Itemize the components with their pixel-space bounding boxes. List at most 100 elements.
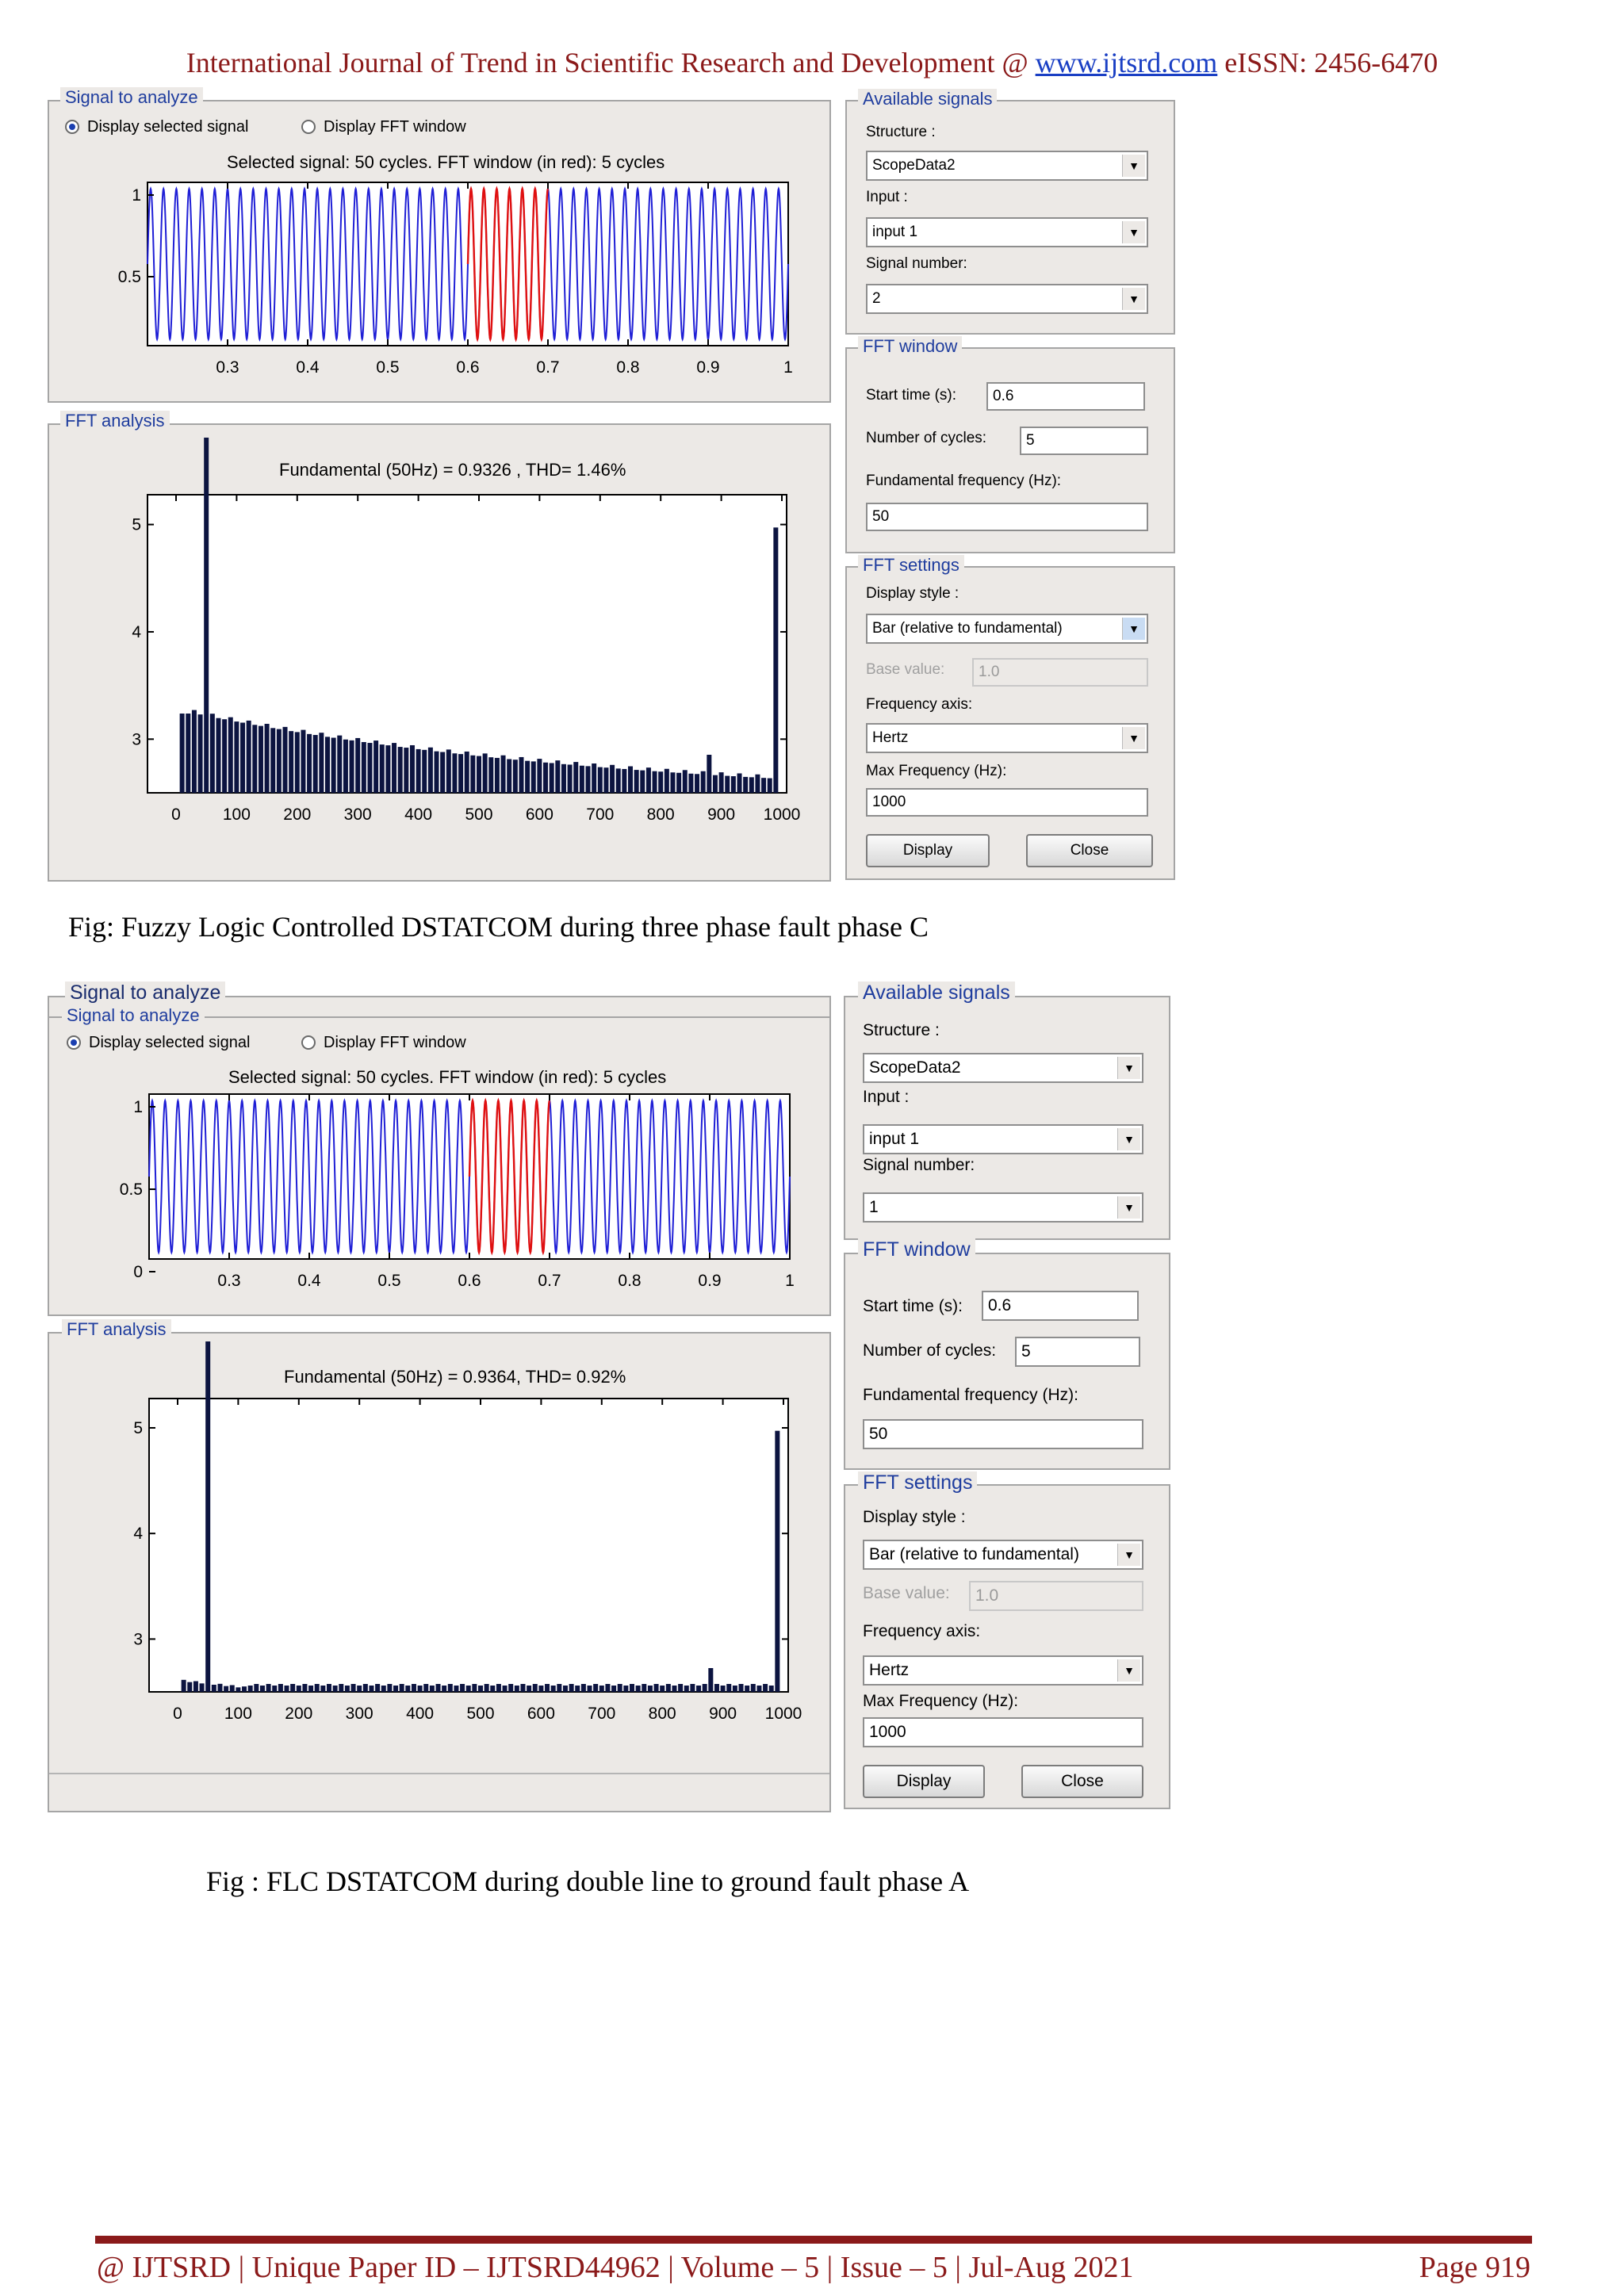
signal-number-value: 1 [869, 1198, 879, 1216]
start-time-input[interactable]: 0.6 [986, 382, 1145, 411]
harmonic-bar [664, 768, 669, 793]
structure-dropdown[interactable]: ScopeData2 ▼ [866, 151, 1148, 181]
harmonic-bar [367, 743, 373, 793]
harmonic-bar [761, 778, 767, 793]
x-tick-label: 0.5 [376, 358, 399, 377]
harmonic-bar [678, 1684, 684, 1692]
harmonic-bar [567, 764, 573, 793]
chevron-down-icon[interactable]: ▼ [1122, 618, 1145, 640]
frequency-axis-label: Frequency axis: [863, 1622, 981, 1640]
harmonic-bar [399, 1684, 404, 1692]
signal-number-dropdown[interactable]: 2 ▼ [866, 284, 1148, 314]
harmonic-bar [603, 767, 609, 793]
x-tick-label: 0.6 [458, 1272, 481, 1290]
fft-plot-title: Fundamental (50Hz) = 0.9326 , THD= 1.46% [279, 460, 626, 480]
harmonic-bar [738, 1684, 744, 1692]
x-tick-label: 200 [283, 806, 311, 824]
display-selected-signal-radio[interactable] [67, 1035, 81, 1050]
harmonic-bar [234, 721, 239, 793]
chevron-down-icon[interactable]: ▼ [1117, 1128, 1140, 1150]
chevron-down-icon[interactable]: ▼ [1122, 727, 1145, 749]
cycles-input[interactable]: 5 [1015, 1337, 1140, 1367]
harmonic-bar [615, 768, 621, 793]
chevron-down-icon[interactable]: ▼ [1122, 288, 1145, 310]
chevron-down-icon[interactable]: ▼ [1117, 1544, 1140, 1566]
x-tick-label: 400 [406, 1705, 434, 1723]
harmonic-bar [246, 720, 251, 793]
harmonic-bar [349, 740, 354, 793]
harmonic-bar [427, 747, 433, 793]
harmonic-bar [543, 762, 549, 793]
y-tick-label: 0 [133, 1263, 143, 1281]
close-button[interactable]: Close [1021, 1765, 1143, 1798]
frequency-axis-dropdown[interactable]: Hertz ▼ [863, 1655, 1143, 1686]
signal-number-dropdown[interactable]: 1 ▼ [863, 1192, 1143, 1223]
display-button[interactable]: Display [863, 1765, 985, 1798]
harmonic-bar [488, 757, 494, 793]
harmonic-bar [319, 733, 324, 793]
harmonic-bar [417, 1686, 423, 1692]
harmonic-bar [682, 770, 688, 793]
display-selected-signal-label: Display selected signal [87, 118, 249, 136]
max-frequency-input[interactable]: 1000 [866, 788, 1148, 817]
structure-dropdown[interactable]: ScopeData2 ▼ [863, 1053, 1143, 1083]
fft-window-title: FFT window [858, 1238, 975, 1261]
harmonic-bar [272, 1686, 278, 1692]
harmonic-bar [472, 1684, 477, 1692]
chevron-down-icon[interactable]: ▼ [1122, 221, 1145, 243]
fund-freq-input[interactable]: 50 [863, 1419, 1143, 1449]
frequency-axis-label: Frequency axis: [866, 696, 973, 713]
input-dropdown[interactable]: input 1 ▼ [863, 1124, 1143, 1154]
harmonic-bar [484, 1684, 489, 1692]
display-style-label: Display style : [866, 585, 959, 602]
harmonic-bar [465, 1686, 471, 1692]
display-style-label: Display style : [863, 1508, 966, 1526]
fft-chart-2: 0 100 200 300 400 500 600 700 800 900 1000 5 4 3 [133, 1341, 802, 1723]
harmonic-bar [264, 723, 270, 793]
harmonic-bar [647, 1686, 653, 1692]
frequency-axis-dropdown[interactable]: Hertz ▼ [866, 723, 1148, 753]
harmonic-bar [355, 737, 361, 793]
input-dropdown[interactable]: input 1 ▼ [866, 217, 1148, 247]
harmonic-bar [312, 735, 318, 793]
harmonic-bar [361, 741, 366, 793]
harmonic-bar [387, 1684, 393, 1692]
display-style-dropdown[interactable]: Bar (relative to fundamental) ▼ [866, 614, 1148, 644]
close-button[interactable]: Close [1026, 834, 1153, 867]
x-tick-label: 1000 [765, 1705, 802, 1723]
harmonic-bar [549, 763, 554, 793]
harmonic-bar [690, 1684, 695, 1692]
display-style-dropdown[interactable]: Bar (relative to fundamental) ▼ [863, 1540, 1143, 1570]
harmonic-bar [696, 1686, 702, 1692]
input-label: Input : [866, 189, 908, 205]
x-tick-label: 0.3 [216, 358, 239, 377]
harmonic-bar [392, 743, 397, 793]
journal-url-link[interactable]: www.ijtsrd.com [1035, 47, 1218, 78]
max-frequency-input[interactable]: 1000 [863, 1717, 1143, 1747]
harmonic-bar [416, 748, 421, 793]
signal-outer-title: Signal to analyze [65, 982, 226, 1004]
cycles-input[interactable]: 5 [1020, 427, 1148, 455]
harmonic-bar [496, 1684, 501, 1692]
display-fft-window-label: Display FFT window [324, 1034, 466, 1051]
display-selected-signal-radio[interactable] [65, 120, 79, 134]
chevron-down-icon[interactable]: ▼ [1122, 155, 1145, 177]
display-button[interactable]: Display [866, 834, 990, 867]
display-fft-window-radio[interactable] [301, 1035, 316, 1050]
y-tick-label: 1 [132, 186, 141, 205]
harmonic-bar [617, 1684, 622, 1692]
display-fft-window-radio[interactable] [301, 120, 316, 134]
chevron-down-icon[interactable]: ▼ [1117, 1196, 1140, 1219]
harmonic-bar [327, 1684, 331, 1692]
fund-freq-input[interactable]: 50 [866, 503, 1148, 531]
chevron-down-icon[interactable]: ▼ [1117, 1057, 1140, 1079]
harmonic-bar [314, 1684, 320, 1692]
harmonic-bar [276, 729, 282, 793]
start-time-input[interactable]: 0.6 [982, 1291, 1139, 1321]
chevron-down-icon[interactable]: ▼ [1117, 1659, 1140, 1682]
x-tick-label: 300 [344, 806, 372, 824]
harmonic-bar [477, 756, 481, 793]
harmonic-bar [254, 1684, 259, 1692]
harmonic-bar [199, 1683, 205, 1692]
harmonic-bar [350, 1684, 356, 1692]
